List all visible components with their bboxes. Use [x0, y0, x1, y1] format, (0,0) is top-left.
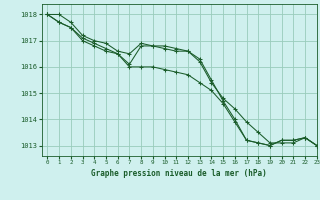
X-axis label: Graphe pression niveau de la mer (hPa): Graphe pression niveau de la mer (hPa) [91, 169, 267, 178]
